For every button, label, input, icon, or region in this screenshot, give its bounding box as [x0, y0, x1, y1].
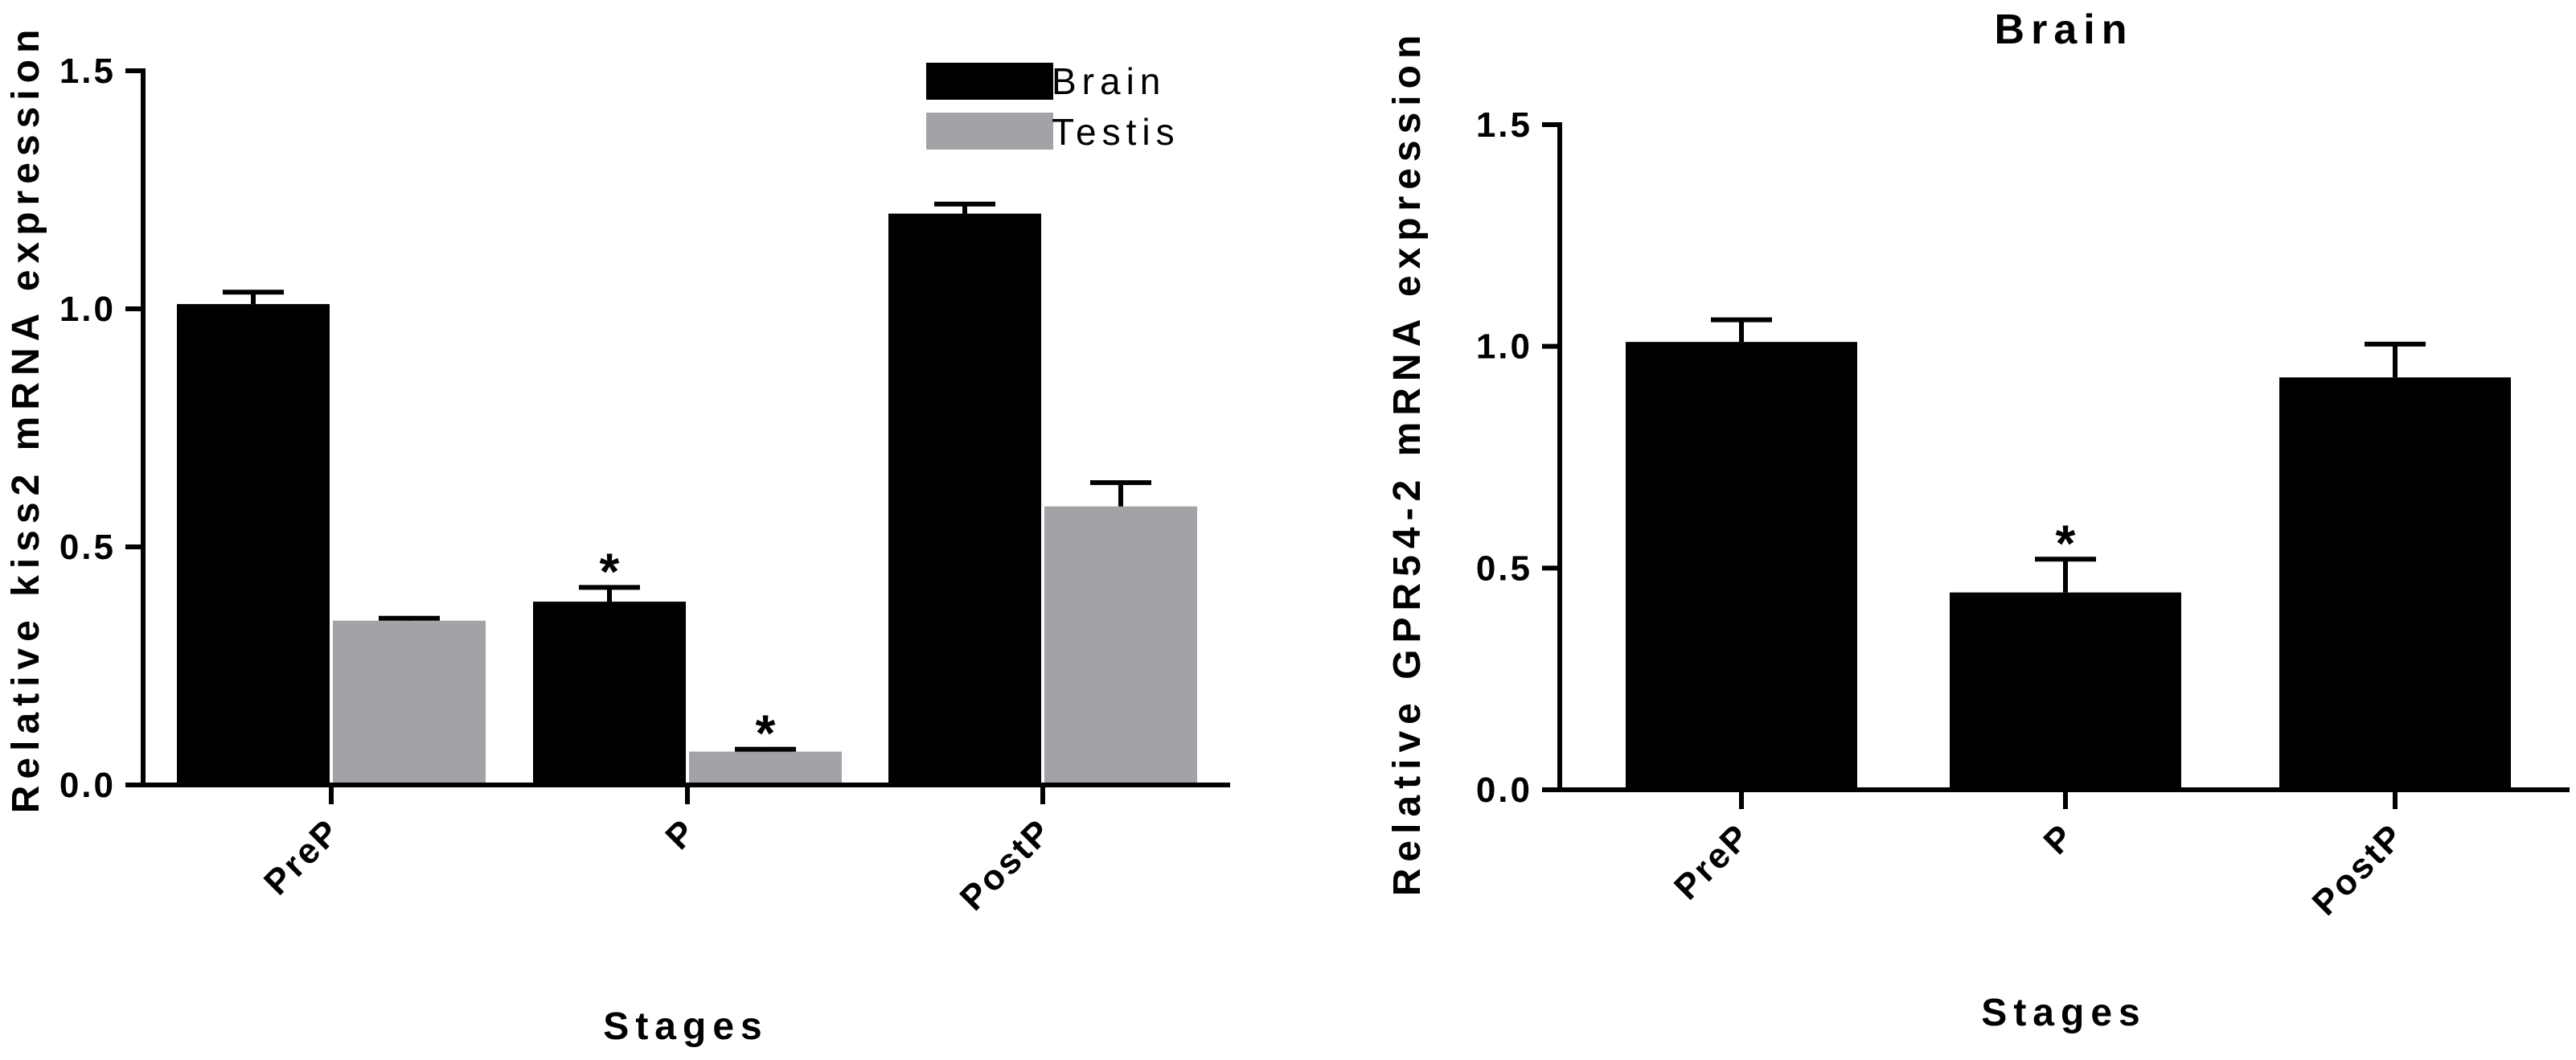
kiss2-y-tick-label: 1.5 [59, 51, 116, 91]
gpr54-y-axis-label: Relative GPR54-2 mRNA expression [1386, 29, 1429, 897]
legend-label-testis: Testis [1052, 111, 1180, 153]
gpr54-chart-title: Brain [1995, 6, 2134, 53]
gpr54-y-tick-label: 1.0 [1476, 327, 1532, 367]
gpr54-x-tick-label-prep: PreP [1667, 816, 1758, 907]
gpr54-significance-series-p: * [2056, 514, 2076, 572]
kiss2-y-tick-label: 1.0 [59, 290, 116, 329]
legend-swatch-brain [926, 63, 1053, 100]
kiss2-bar-brain-p [533, 602, 686, 785]
kiss2-x-tick-label-p: P [658, 811, 705, 857]
legend-swatch-testis [926, 113, 1053, 150]
gpr54-x-tick-label-postp: PostP [2305, 816, 2412, 922]
gpr54-bar-series-p [1950, 592, 2181, 790]
kiss2-bar-brain-prep [177, 304, 330, 786]
kiss2-legend: Brain Testis [926, 60, 1180, 153]
kiss2-y-tick-label: 0.0 [59, 766, 116, 805]
kiss2-bar-testis-p [689, 751, 842, 785]
gpr54-x-axis-label: Stages [1981, 992, 2146, 1034]
kiss2-bar-testis-prep [333, 620, 486, 785]
gpr54-y-tick-label: 1.5 [1476, 105, 1532, 145]
kiss2-significance-brain-p: * [600, 542, 620, 600]
kiss2-x-tick-label-postp: PostP [953, 811, 1060, 918]
gpr54-bar-series-postp [2279, 377, 2511, 790]
kiss2-chart: Relative kiss2 mRNA expression Stages Br… [5, 23, 1230, 1048]
legend-label-brain: Brain [1052, 60, 1166, 102]
kiss2-y-tick-label: 0.5 [59, 528, 116, 567]
gpr54-chart: Brain Relative GPR54-2 mRNA expression S… [1386, 6, 2570, 1034]
gpr54-y-tick-label: 0.0 [1476, 770, 1532, 810]
kiss2-x-axis-label: Stages [603, 1005, 768, 1048]
kiss2-bar-brain-postp [888, 213, 1041, 786]
kiss2-y-axis-label: Relative kiss2 mRNA expression [5, 23, 47, 814]
gpr54-x-tick-label-p: P [2037, 816, 2083, 862]
kiss2-bar-testis-postp [1044, 506, 1197, 785]
gpr54-y-tick-label: 0.5 [1476, 548, 1532, 588]
kiss2-x-tick-label-prep: PreP [256, 811, 348, 902]
kiss2-significance-testis-p: * [756, 705, 776, 762]
gpr54-bar-series-prep [1626, 342, 1857, 790]
